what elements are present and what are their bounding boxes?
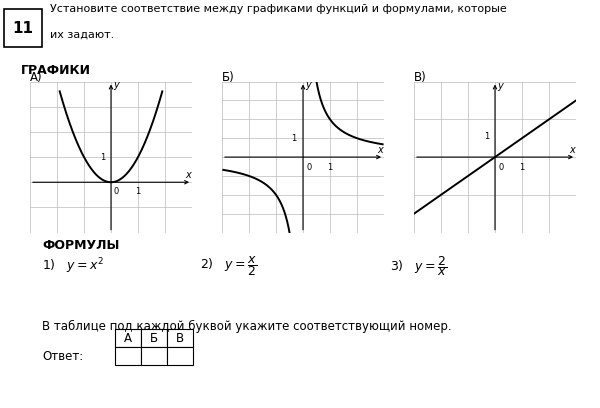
Text: 1: 1 (291, 134, 296, 143)
Text: 2)   $y = \dfrac{x}{2}$: 2) $y = \dfrac{x}{2}$ (200, 255, 257, 278)
Text: их задают.: их задают. (50, 30, 114, 40)
Text: 0: 0 (307, 163, 311, 172)
Text: 0: 0 (499, 163, 503, 172)
Text: 1: 1 (520, 163, 524, 172)
Bar (141, 329, 167, 347)
Text: В): В) (414, 71, 427, 84)
Text: x: x (377, 146, 383, 155)
Text: Б): Б) (222, 71, 235, 84)
Text: 11: 11 (13, 20, 34, 35)
Bar (167, 329, 193, 347)
Bar (167, 347, 193, 365)
Text: В: В (176, 332, 184, 345)
Text: А: А (124, 332, 132, 345)
Text: В таблице под каждой буквой укажите соответствующий номер.: В таблице под каждой буквой укажите соот… (42, 320, 452, 333)
Text: ФОРМУЛЫ: ФОРМУЛЫ (42, 239, 119, 252)
Text: А): А) (30, 71, 43, 84)
Text: 1: 1 (484, 132, 490, 141)
Text: y: y (305, 80, 311, 91)
Text: 1: 1 (100, 153, 106, 162)
Text: Ответ:: Ответ: (42, 350, 83, 363)
Text: x: x (569, 145, 575, 155)
Text: x: x (185, 170, 191, 180)
Text: 1: 1 (328, 163, 332, 172)
Text: 0: 0 (113, 186, 118, 195)
Bar (115, 329, 141, 347)
Text: 1)   $y = x^2$: 1) $y = x^2$ (42, 257, 104, 276)
Text: ГРАФИКИ: ГРАФИКИ (21, 64, 91, 77)
Bar (141, 347, 167, 365)
Text: y: y (497, 81, 503, 91)
Text: y: y (113, 80, 119, 91)
Bar (115, 347, 141, 365)
Bar (4, 9, 42, 47)
Text: 1: 1 (136, 186, 140, 195)
Text: Б: Б (150, 332, 158, 345)
Text: 3)   $y = \dfrac{2}{x}$: 3) $y = \dfrac{2}{x}$ (390, 255, 448, 278)
Text: Установите соответствие между графиками функций и формулами, которые: Установите соответствие между графиками … (50, 4, 507, 14)
